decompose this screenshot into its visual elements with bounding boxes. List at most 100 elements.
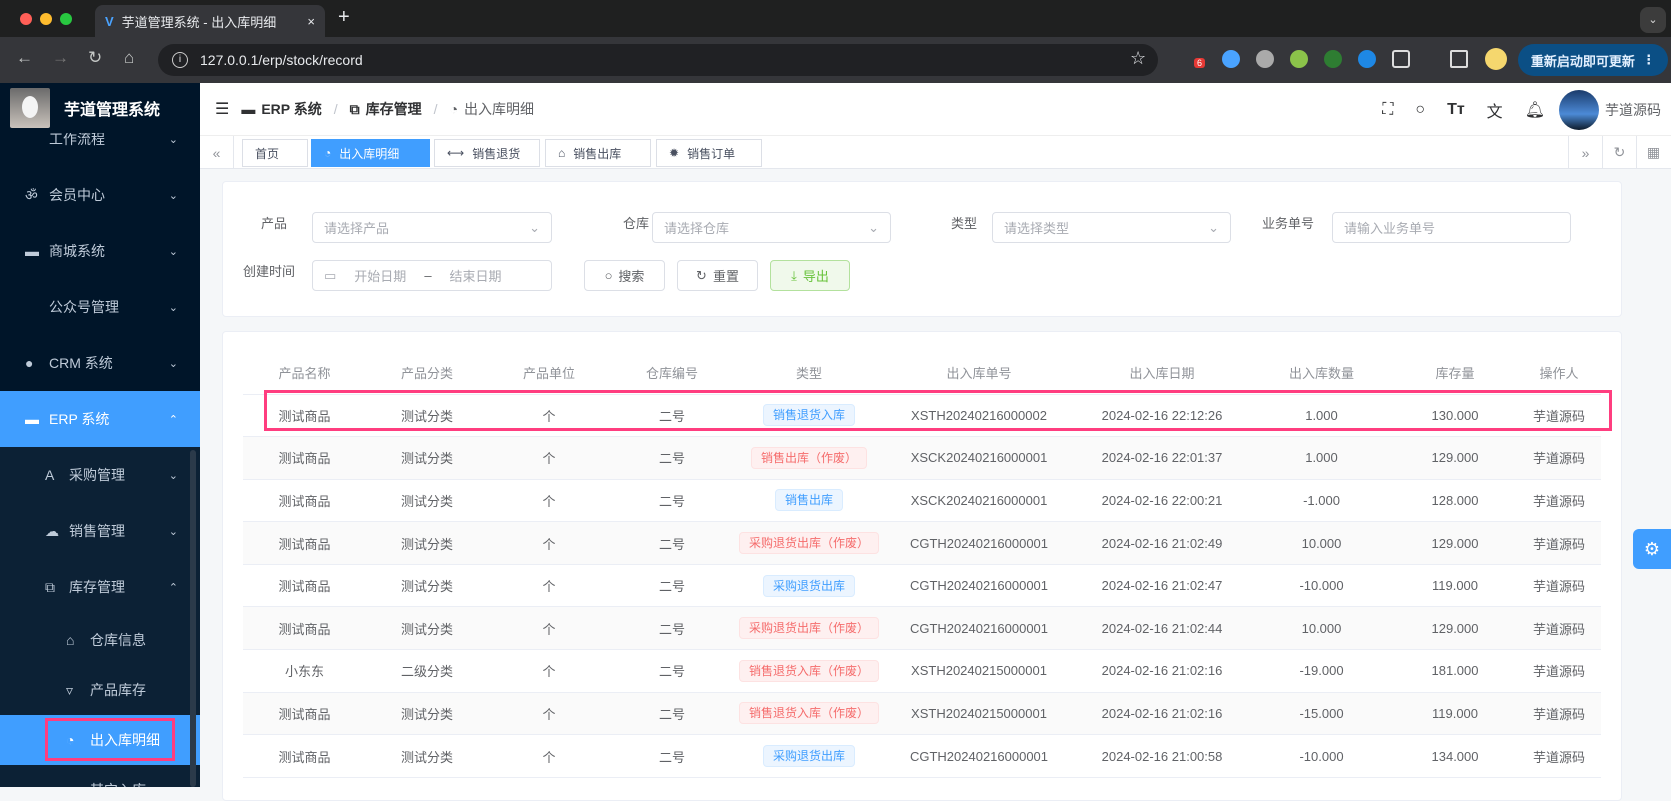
user-name[interactable]: 芋道源码: [1605, 101, 1661, 118]
settings-button[interactable]: ⚙: [1633, 529, 1671, 569]
menu-toggle-icon[interactable]: ☰: [215, 101, 230, 118]
side-panel-icon[interactable]: [1450, 50, 1468, 68]
bell-icon[interactable]: 🔔︎: [1524, 101, 1545, 119]
end-date[interactable]: 结束日期: [449, 269, 502, 284]
tag-tab[interactable]: ⌂ 销售出库: [545, 139, 651, 167]
url-text: 127.0.0.1/erp/stock/record: [200, 52, 363, 68]
reset-button[interactable]: ↻ 重置: [677, 260, 758, 291]
column-header: 库存量: [1393, 351, 1517, 395]
download-icon: ⤓: [791, 267, 797, 283]
search-button[interactable]: ○ 搜索: [584, 260, 665, 291]
fullscreen-icon[interactable]: ⛶: [1382, 100, 1394, 118]
bike-icon: ॐ: [25, 186, 38, 203]
table-cell: 二级分类: [366, 649, 488, 693]
product-select[interactable]: 请选择产品 ⌄: [312, 212, 552, 243]
date-separator: –: [424, 268, 432, 283]
biz-no-label: 业务单号: [1262, 216, 1315, 231]
date-range-picker[interactable]: ▭ 开始日期 – 结束日期: [312, 260, 552, 291]
extension-icon[interactable]: 6: [1188, 48, 1210, 70]
extensions-puzzle-icon[interactable]: [1392, 50, 1410, 68]
extension-icon[interactable]: [1256, 50, 1274, 68]
table-row[interactable]: 测试商品 测试分类个二号 采购退货出库 CGTH20240216000001 2024-…: [243, 734, 1601, 778]
profile-avatar[interactable]: [1485, 48, 1507, 70]
translate-icon[interactable]: 文: [1486, 103, 1503, 121]
column-header: 操作人: [1517, 351, 1601, 395]
scroll-left-button[interactable]: «: [200, 136, 234, 169]
start-date[interactable]: 开始日期: [354, 269, 407, 284]
table-row[interactable]: 测试商品 测试分类个二号 采购退货出库（作废） CGTH20240216000001 2…: [243, 606, 1601, 651]
forward-icon[interactable]: →: [52, 48, 69, 67]
sidebar-item-label: 会员中心: [49, 187, 105, 203]
sidebar-item[interactable]: ⌂ 仓库信息: [0, 615, 200, 665]
close-window-button[interactable]: [20, 13, 32, 25]
table-cell: 181.000: [1393, 649, 1517, 693]
table-row[interactable]: 小东东 二级分类个二号 销售退货入库（作废） XSTH20240215000001 20…: [243, 649, 1601, 693]
minimize-window-button[interactable]: [40, 13, 52, 25]
sidebar-item[interactable]: ▿ 产品库存: [0, 665, 200, 715]
tag-tab[interactable]: ✹ 销售订单: [656, 139, 762, 167]
tab-icon: ✹: [669, 146, 680, 160]
sidebar-item[interactable]: ● CRM 系统 ⌄: [0, 335, 200, 391]
type-tag: 销售退货入库（作废）: [738, 702, 879, 725]
tag-tab[interactable]: 首页: [242, 139, 308, 167]
extension-icon[interactable]: [1222, 50, 1240, 68]
home-icon[interactable]: ⌂: [124, 48, 135, 67]
stock-icon: ⧉: [45, 578, 55, 595]
new-tab-button[interactable]: +: [338, 6, 350, 28]
extension-icon[interactable]: [1358, 50, 1376, 68]
tag-tab[interactable]: ◔ 出入库明细: [311, 139, 430, 167]
info-icon[interactable]: i: [172, 52, 188, 68]
refresh-button[interactable]: ↻: [1602, 136, 1636, 169]
close-tab-icon[interactable]: ×: [307, 13, 315, 29]
table-row[interactable]: 测试商品 测试分类个二号 采购退货出库（作废） CGTH20240216000001 2…: [243, 521, 1601, 565]
maximize-window-button[interactable]: [60, 13, 72, 25]
tag-tab[interactable]: ⟷ 销售退货: [434, 139, 540, 167]
reload-icon[interactable]: ↻: [88, 48, 103, 67]
extension-icon[interactable]: [1324, 50, 1342, 68]
type-tag: 采购退货出库（作废）: [738, 617, 879, 640]
bookmark-star-icon[interactable]: ☆: [1130, 48, 1147, 68]
sidebar-item[interactable]: ▬ ERP 系统 ⌃: [0, 391, 200, 447]
sidebar-item[interactable]: ▬ 商城系统 ⌄: [0, 223, 200, 279]
type-select[interactable]: 请选择类型 ⌄: [992, 212, 1231, 243]
grid-menu-button[interactable]: ▦: [1636, 136, 1670, 169]
warehouse-select[interactable]: 请选择仓库 ⌄: [652, 212, 891, 243]
breadcrumb: ▬ ERP 系统 / ⧉ 库存管理 / ◔ 出入库明细: [241, 100, 535, 118]
sidebar-item[interactable]: ◔ 出入库明细: [0, 715, 200, 765]
table-row[interactable]: 测试商品 测试分类个二号 采购退货出库 CGTH20240216000001 2024-…: [243, 564, 1601, 608]
stock-icon: ⧉: [349, 100, 360, 117]
chevron-icon: ⌄: [168, 357, 178, 370]
sidebar-item[interactable]: ○ 其它入库: [0, 765, 200, 787]
user-avatar[interactable]: [1559, 89, 1599, 130]
app-logo[interactable]: 芋道管理系统: [0, 83, 200, 133]
sidebar-item[interactable]: ॐ 会员中心 ⌄: [0, 167, 200, 223]
sidebar-item[interactable]: 公众号管理 ⌄: [0, 279, 200, 335]
breadcrumb-item[interactable]: 库存管理: [365, 101, 422, 117]
table-row[interactable]: 测试商品 测试分类个二号 销售退货入库（作废） XSTH20240215000001 2…: [243, 692, 1601, 736]
extension-icon[interactable]: [1290, 50, 1308, 68]
table-cell: 芋道源码: [1517, 649, 1601, 693]
table-row[interactable]: 测试商品 测试分类个二号 销售出库（作废） XSCK20240216000001 202…: [243, 436, 1601, 480]
sidebar-item[interactable]: ⧉ 库存管理 ⌃: [0, 559, 200, 615]
tab-icon: ◔: [324, 146, 332, 160]
sidebar-item[interactable]: 工作流程 ⌄: [0, 111, 200, 167]
table-cell: 测试分类: [366, 692, 488, 736]
export-button[interactable]: ⤓ 导出: [770, 260, 850, 291]
sidebar-item[interactable]: ☁ 销售管理 ⌄: [0, 503, 200, 559]
sidebar-item[interactable]: A 采购管理 ⌄: [0, 447, 200, 503]
update-button[interactable]: 重新启动即可更新 ⋮: [1518, 44, 1668, 76]
breadcrumb-item[interactable]: ERP 系统: [261, 101, 322, 117]
search-icon[interactable]: ○: [1415, 100, 1426, 118]
table-row[interactable]: 测试商品 测试分类个二号 销售出库 XSCK20240216000001 2024-02…: [243, 479, 1601, 523]
highlight-box: [264, 390, 1612, 431]
scroll-right-button[interactable]: »: [1568, 136, 1602, 169]
tab-search-button[interactable]: ⌄: [1640, 7, 1666, 33]
browser-tab[interactable]: V 芋道管理系统 - 出入库明细 ×: [95, 5, 325, 37]
table-cell: 二号: [610, 436, 734, 480]
font-size-icon[interactable]: Tт: [1447, 100, 1465, 118]
back-icon[interactable]: ←: [16, 48, 33, 67]
sidebar-scrollbar[interactable]: [190, 450, 196, 787]
table-cell: 个: [488, 692, 610, 736]
address-input[interactable]: i 127.0.0.1/erp/stock/record: [158, 44, 1158, 76]
biz-no-input[interactable]: 请输入业务单号: [1332, 212, 1571, 243]
